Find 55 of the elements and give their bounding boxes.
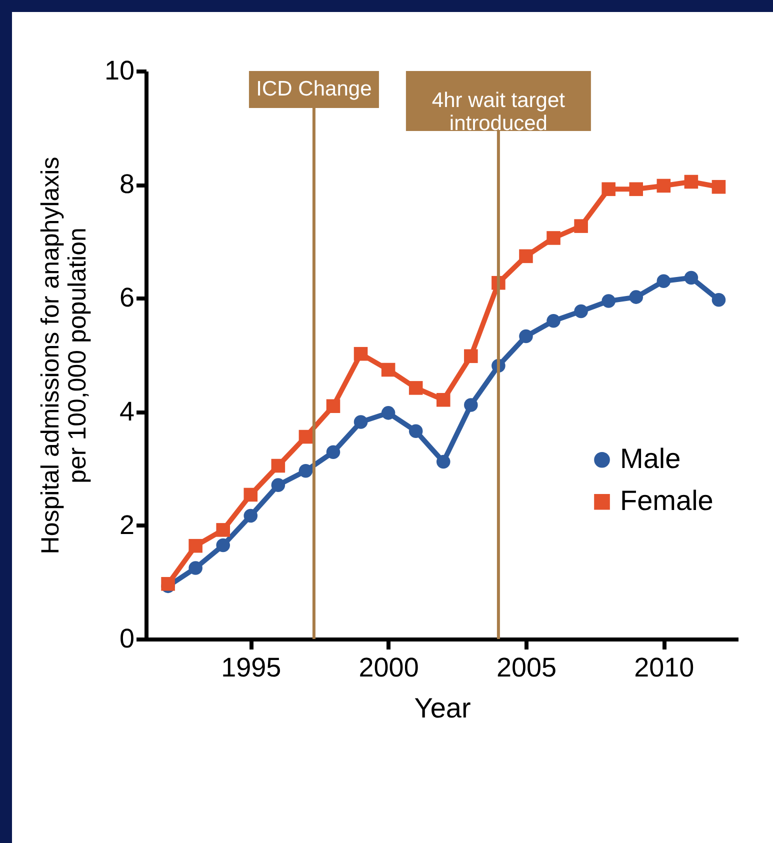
- point: [326, 445, 340, 460]
- y-tick-label: 0: [119, 624, 134, 654]
- point: [244, 488, 258, 502]
- legend-label: Male: [620, 442, 681, 474]
- point: [629, 290, 644, 304]
- point: [188, 561, 202, 575]
- point: [408, 381, 423, 395]
- point: [381, 406, 396, 420]
- x-tick-label: 2010: [634, 652, 694, 682]
- point: [574, 219, 588, 233]
- point: [216, 523, 230, 537]
- point: [546, 314, 560, 328]
- legend-label: Female: [620, 484, 714, 516]
- point: [546, 231, 560, 245]
- ref-line-label: ICD Change: [256, 78, 372, 100]
- point: [436, 392, 450, 407]
- point: [602, 294, 616, 308]
- point: [629, 182, 644, 196]
- point: [244, 508, 258, 523]
- x-tick-label: 2005: [496, 652, 557, 682]
- point: [161, 577, 175, 591]
- point: [271, 458, 286, 473]
- point: [519, 249, 533, 264]
- y-tick-label: 2: [119, 510, 134, 540]
- point: [684, 174, 698, 189]
- y-tick-label: 6: [119, 282, 134, 313]
- point: [298, 464, 313, 478]
- point: [656, 178, 671, 193]
- point: [519, 329, 533, 344]
- point: [602, 182, 616, 196]
- x-tick-label: 2000: [358, 652, 419, 682]
- point: [574, 304, 588, 318]
- point: [354, 346, 368, 361]
- point: [326, 399, 340, 414]
- point: [712, 180, 726, 194]
- y-tick-label: 4: [119, 396, 134, 426]
- point: [188, 538, 202, 553]
- point: [216, 538, 230, 552]
- point: [464, 349, 478, 364]
- point: [271, 478, 286, 492]
- point: [436, 454, 450, 469]
- x-tick-label: 1995: [221, 652, 282, 682]
- ref-line-label: 4hr wait target introduced: [432, 89, 566, 135]
- point: [464, 398, 478, 412]
- x-axis-title: Year: [414, 692, 471, 724]
- y-tick-label: 10: [104, 56, 134, 86]
- point: [381, 362, 396, 377]
- point: [354, 415, 368, 429]
- y-axis-title: Hospital admissions for anaphylaxis per 100,000 population: [36, 156, 92, 554]
- point: [298, 430, 313, 444]
- y-tick-label: 8: [119, 169, 134, 200]
- point: [656, 274, 671, 288]
- point: [408, 424, 423, 438]
- point: [712, 293, 726, 307]
- point: [684, 270, 698, 285]
